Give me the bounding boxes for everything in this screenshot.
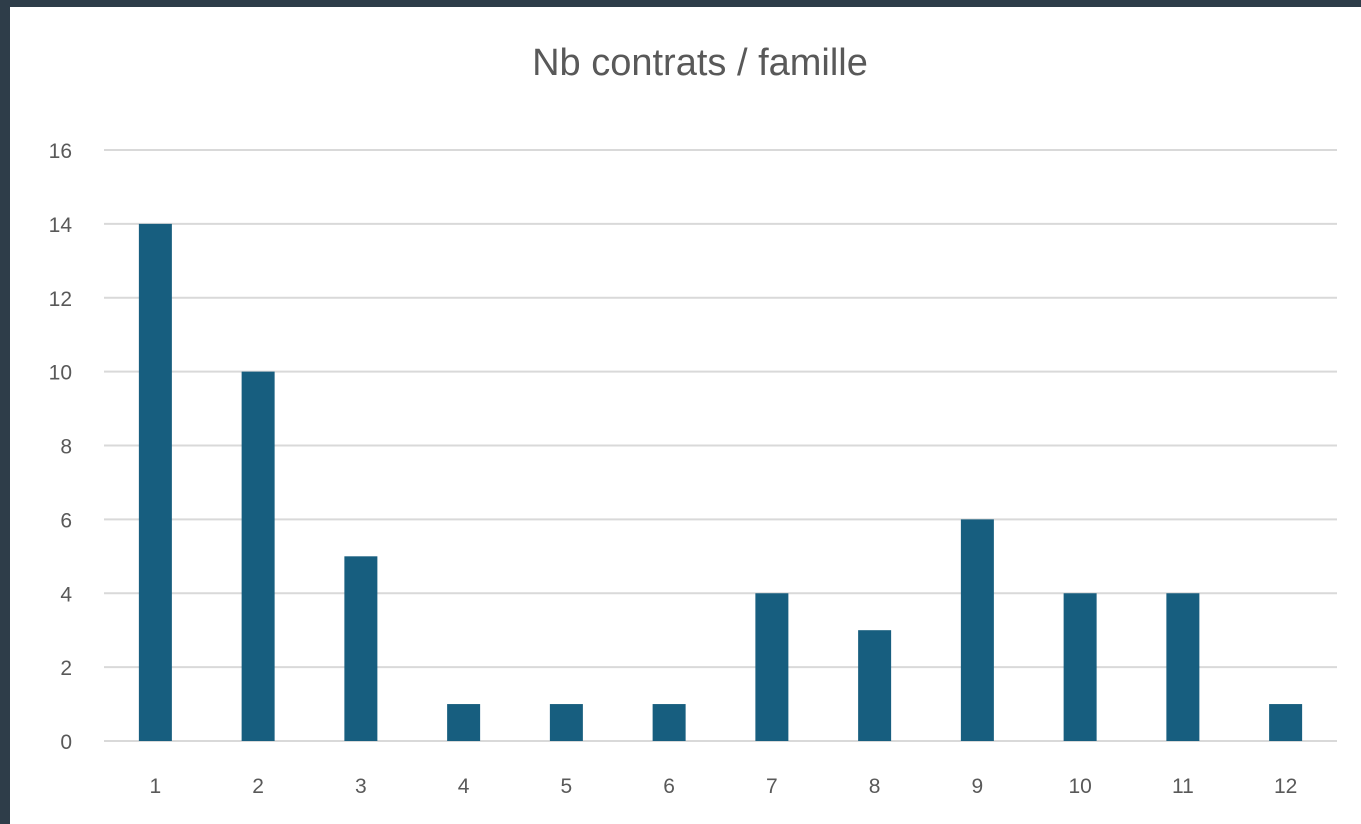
bar-11 [1166, 593, 1200, 741]
bar-5 [549, 704, 583, 741]
y-tick-label-12: 12 [49, 288, 72, 311]
x-tick-label-7: 7 [766, 775, 778, 798]
bar-12 [1269, 704, 1303, 741]
y-tick-label-6: 6 [60, 509, 72, 532]
y-tick-label-2: 2 [60, 657, 72, 680]
x-tick-label-9: 9 [972, 775, 984, 798]
x-tick-label-4: 4 [458, 775, 470, 798]
y-tick-label-16: 16 [49, 140, 72, 163]
bar-6 [652, 704, 686, 741]
x-tick-label-6: 6 [663, 775, 675, 798]
y-tick-label-8: 8 [60, 436, 72, 459]
x-tick-label-10: 10 [1068, 775, 1091, 798]
x-tick-label-3: 3 [355, 775, 367, 798]
x-tick-label-1: 1 [150, 775, 162, 798]
y-tick-label-10: 10 [49, 362, 72, 385]
y-tick-label-14: 14 [49, 214, 73, 237]
bar-8 [858, 630, 892, 741]
chart-area [10, 7, 1361, 824]
bar-10 [1063, 593, 1097, 741]
y-tick-label-4: 4 [60, 583, 72, 606]
x-tick-label-8: 8 [869, 775, 881, 798]
x-tick-label-2: 2 [252, 775, 264, 798]
bar-1 [138, 223, 172, 741]
bar-9 [960, 519, 994, 741]
bar-3 [344, 556, 378, 741]
x-tick-label-5: 5 [561, 775, 573, 798]
y-tick-label-0: 0 [60, 731, 72, 754]
bar-7 [755, 593, 789, 741]
x-tick-label-11: 11 [1172, 775, 1194, 798]
bar-4 [447, 704, 481, 741]
x-tick-label-12: 12 [1274, 775, 1297, 798]
bar-2 [241, 371, 275, 741]
chart-title: Nb contrats / famille [532, 42, 868, 84]
